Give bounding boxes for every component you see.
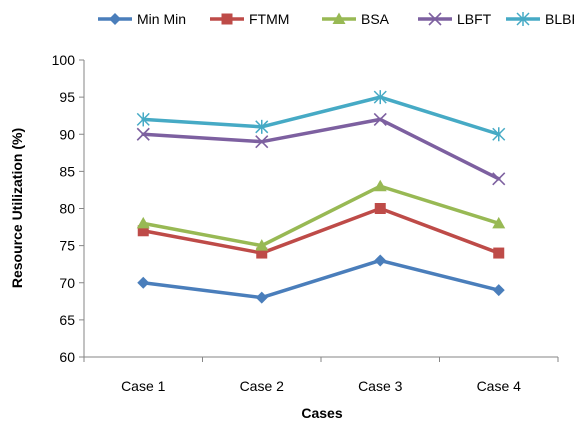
- series-blbft: [136, 90, 506, 142]
- series-line-blbft: [141, 95, 501, 136]
- plot-area: [136, 90, 506, 304]
- data-point-ftmm: [374, 203, 386, 214]
- series-bsa: [136, 179, 506, 251]
- data-point-bsa: [136, 216, 150, 229]
- data-point-min-min: [492, 284, 505, 297]
- y-tick-label: 100: [52, 52, 76, 68]
- y-tick-label: 80: [59, 201, 75, 217]
- y-tick-label: 70: [59, 275, 75, 291]
- y-tick-label: 65: [59, 312, 75, 328]
- data-point-bsa: [492, 216, 506, 229]
- legend-swatch-marker: [428, 12, 442, 26]
- legend-label: Min Min: [137, 11, 186, 27]
- y-tick-label: 90: [59, 126, 75, 142]
- data-point-blbft: [136, 112, 150, 127]
- data-point-bsa: [373, 179, 387, 192]
- data-point-min-min: [137, 276, 150, 289]
- legend-item-lbft: LBFT: [418, 11, 492, 27]
- y-axis-title: Resource Utilization (%): [9, 128, 25, 288]
- x-axis-ticks: Case 1 Case 2 Case 3 Case 4: [83, 357, 559, 394]
- data-point-lbft: [255, 135, 269, 149]
- y-tick-label: 75: [59, 238, 75, 254]
- x-tick-label: Case 3: [358, 378, 403, 394]
- y-axis-ticks: 60 65 70 75 80 85 90 95 100: [52, 52, 84, 365]
- data-point-ftmm: [137, 225, 149, 237]
- data-point-lbft: [136, 127, 150, 141]
- data-point-blbft: [255, 119, 269, 134]
- data-point-blbft: [492, 127, 506, 142]
- data-point-bsa: [255, 239, 269, 251]
- legend: Min Min FTMM BSA LBFT BLBFT: [98, 11, 574, 27]
- legend-item-min-min: Min Min: [98, 11, 186, 27]
- legend-label: BLBFT: [545, 11, 574, 27]
- data-point-min-min: [374, 254, 387, 267]
- series-ftmm: [137, 203, 505, 259]
- series-lbft: [136, 112, 506, 186]
- x-tick-label: Case 2: [240, 378, 285, 394]
- y-tick-label: 95: [59, 89, 75, 105]
- x-tick-label: Case 4: [477, 378, 522, 394]
- series-line-ftmm: [141, 206, 501, 255]
- data-point-ftmm: [256, 247, 268, 259]
- legend-item-ftmm: FTMM: [210, 11, 289, 27]
- legend-label: LBFT: [457, 11, 492, 27]
- series-line-min-min: [141, 258, 501, 300]
- legend-item-blbft: BLBFT: [506, 11, 574, 27]
- legend-swatch-marker: [332, 12, 346, 24]
- legend-label: BSA: [361, 11, 390, 27]
- legend-swatch-marker: [221, 13, 233, 25]
- series-line-bsa: [141, 184, 501, 248]
- legend-label: FTMM: [249, 11, 289, 27]
- y-tick-label: 60: [59, 349, 75, 365]
- series-min-min: [137, 254, 505, 304]
- data-point-blbft: [373, 90, 387, 105]
- legend-item-bsa: BSA: [322, 11, 390, 27]
- data-point-min-min: [255, 291, 268, 304]
- y-tick-label: 85: [59, 163, 75, 179]
- data-point-lbft: [373, 112, 387, 126]
- data-point-lbft: [492, 172, 506, 186]
- data-point-ftmm: [493, 247, 505, 259]
- x-tick-label: Case 1: [121, 378, 166, 394]
- x-axis-title: Cases: [301, 405, 342, 421]
- axes: [83, 60, 558, 358]
- legend-swatch-marker: [109, 13, 121, 25]
- series-line-lbft: [141, 117, 501, 181]
- legend-swatch-marker: [516, 12, 530, 26]
